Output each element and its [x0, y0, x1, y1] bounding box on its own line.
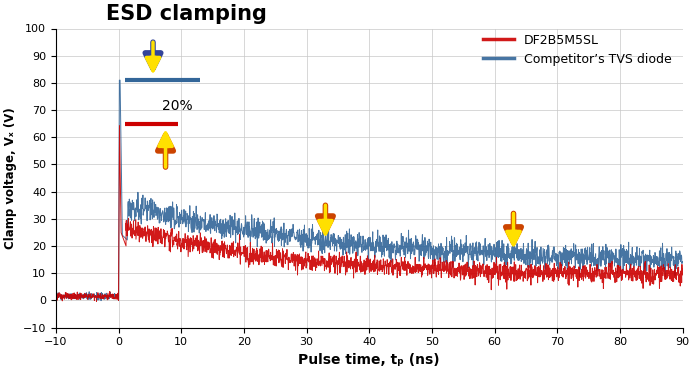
- Y-axis label: Clamp voltage, Vₓ (V): Clamp voltage, Vₓ (V): [4, 107, 17, 249]
- Competitor’s TVS diode: [255, 236, 263, 240]
- DF2B5M5SL: [604, 261, 613, 266]
- X-axis label: Pulse time, tₚ (ns): Pulse time, tₚ (ns): [298, 353, 440, 367]
- DF2B5M5SL: [550, 277, 559, 282]
- DF2B5M5SL: [115, 124, 124, 128]
- Legend: DF2B5M5SL, Competitor’s TVS diode: DF2B5M5SL, Competitor’s TVS diode: [477, 29, 677, 71]
- Competitor’s TVS diode: [679, 260, 687, 265]
- Competitor’s TVS diode: [550, 248, 559, 253]
- DF2B5M5SL: [255, 253, 263, 258]
- DF2B5M5SL: [579, 269, 587, 273]
- Text: ESD clamping: ESD clamping: [106, 4, 267, 24]
- Text: 20%: 20%: [162, 99, 193, 113]
- DF2B5M5SL: [51, 296, 60, 300]
- DF2B5M5SL: [679, 266, 687, 271]
- DF2B5M5SL: [373, 265, 381, 269]
- Competitor’s TVS diode: [97, 298, 105, 303]
- Competitor’s TVS diode: [51, 294, 60, 299]
- DF2B5M5SL: [62, 296, 71, 300]
- DF2B5M5SL: [92, 299, 101, 304]
- Line: Competitor’s TVS diode: Competitor’s TVS diode: [56, 80, 683, 301]
- Competitor’s TVS diode: [62, 293, 71, 298]
- Competitor’s TVS diode: [115, 78, 124, 82]
- Competitor’s TVS diode: [604, 262, 613, 266]
- Line: DF2B5M5SL: DF2B5M5SL: [56, 126, 683, 302]
- Competitor’s TVS diode: [373, 237, 381, 242]
- Competitor’s TVS diode: [579, 265, 587, 269]
